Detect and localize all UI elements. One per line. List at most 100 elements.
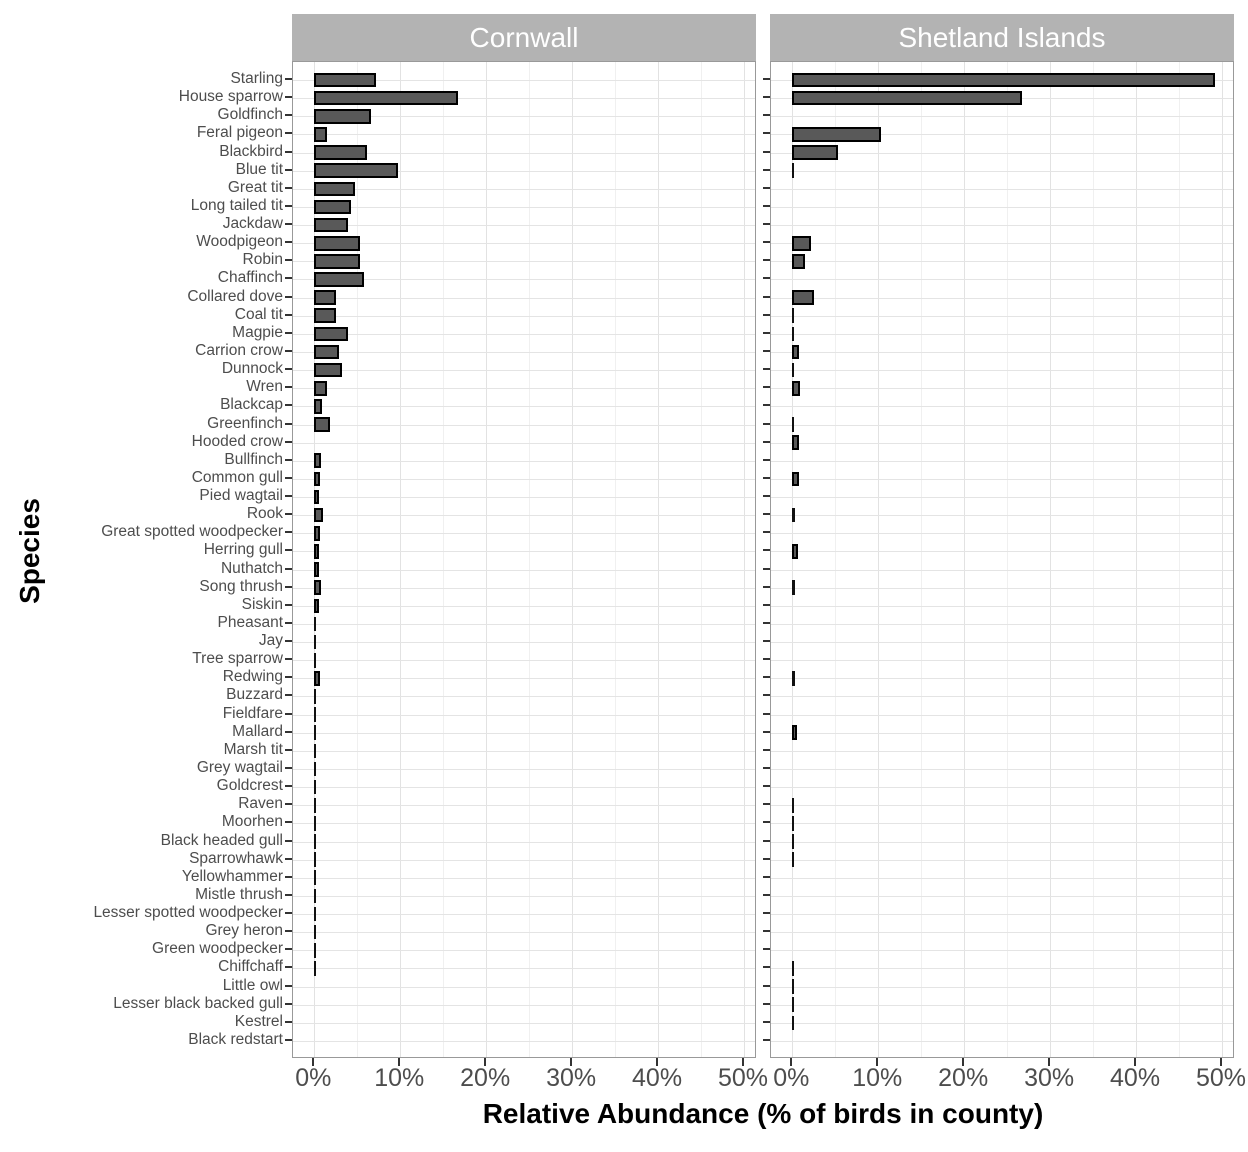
gridline-row (771, 170, 1233, 172)
bar-cornwall (314, 725, 317, 741)
bar-cornwall (314, 580, 322, 595)
gridline-row (771, 768, 1233, 770)
bar-shetland-islands (792, 816, 795, 831)
bar-cornwall (314, 254, 360, 269)
x-axis-tick (398, 1058, 401, 1066)
gridline-major (964, 62, 966, 1057)
gridline-row (771, 950, 1233, 952)
gridline-row (771, 206, 1233, 208)
y-axis-label: Blue tit (235, 160, 283, 178)
gridline-row (771, 877, 1233, 879)
bar-cornwall (314, 290, 337, 305)
gridline-major (314, 62, 316, 1057)
y-axis-tick (763, 295, 770, 298)
y-axis-tick (285, 893, 292, 896)
y-axis-tick (285, 712, 292, 715)
x-axis-tick (484, 1058, 487, 1066)
bar-cornwall (314, 689, 317, 704)
y-axis-label: Wren (246, 378, 283, 396)
gridline-row (293, 388, 755, 390)
gridline-row (293, 1022, 755, 1024)
y-axis-tick (763, 875, 770, 878)
y-axis-tick (763, 96, 770, 99)
facet-strip-shetland-islands: Shetland Islands (770, 14, 1234, 61)
bar-shetland-islands (792, 671, 795, 686)
gridline-row (771, 660, 1233, 662)
bar-shetland-islands (792, 90, 1022, 106)
bar-cornwall (314, 816, 317, 831)
gridline-major (400, 62, 402, 1057)
y-axis-tick (285, 368, 292, 371)
y-axis-label: Nuthatch (220, 559, 283, 577)
bar-shetland-islands (792, 308, 795, 324)
y-axis-tick (285, 495, 292, 498)
bar-cornwall (314, 924, 317, 940)
y-axis-tick (285, 513, 292, 516)
facet-strip-cornwall: Cornwall (292, 14, 756, 61)
y-axis-label: Marsh tit (223, 740, 283, 758)
bar-cornwall (314, 507, 323, 523)
gridline-row (771, 460, 1233, 462)
bar-shetland-islands (792, 417, 795, 432)
y-axis-tick (285, 803, 292, 806)
y-axis-tick (763, 440, 770, 443)
bar-cornwall (314, 906, 317, 922)
gridline-row (293, 968, 755, 970)
bar-cornwall (314, 562, 319, 577)
gridline-row (293, 152, 755, 154)
y-axis-tick (285, 114, 292, 117)
bar-cornwall (314, 942, 317, 958)
gridline-minor (921, 62, 923, 1057)
bar-shetland-islands (792, 544, 799, 559)
y-axis-tick (763, 350, 770, 352)
y-axis-tick (285, 422, 292, 425)
y-axis-tick (285, 386, 292, 389)
gridline-row (293, 406, 755, 408)
gridline-row (293, 497, 755, 499)
bar-shetland-islands (792, 127, 881, 142)
gridline-row (771, 932, 1233, 934)
gridline-row (293, 1004, 755, 1006)
y-axis-tick (763, 386, 770, 389)
x-axis-tick-label: 50% (717, 1064, 769, 1092)
gridline-row (293, 533, 755, 535)
gridline-row (771, 243, 1233, 245)
y-axis-tick (285, 132, 292, 135)
gridline-minor (357, 62, 359, 1057)
bar-cornwall (314, 544, 319, 559)
gridline-row (771, 732, 1233, 734)
y-axis-label: Raven (238, 795, 283, 813)
gridline-row (293, 678, 755, 680)
gridline-row (771, 587, 1233, 589)
gridline-row (293, 551, 755, 553)
gridline-row (293, 370, 755, 372)
gridline-row (293, 569, 755, 571)
y-axis-tick (285, 603, 292, 606)
gridline-row (771, 370, 1233, 372)
bar-shetland-islands (792, 471, 799, 487)
y-axis-tick (285, 694, 292, 697)
y-axis-tick (763, 204, 770, 207)
y-axis-tick (763, 839, 770, 842)
bar-cornwall (314, 272, 364, 287)
gridline-row (771, 134, 1233, 136)
y-axis-tick (285, 621, 292, 624)
bar-cornwall (314, 616, 317, 632)
y-axis-label: Jackdaw (222, 215, 283, 233)
y-axis-tick (763, 676, 770, 679)
bar-cornwall (314, 598, 320, 614)
y-axis-label: Kestrel (234, 1012, 283, 1030)
bar-cornwall (314, 707, 317, 722)
bar-cornwall (314, 145, 368, 160)
gridline-minor (1093, 62, 1095, 1057)
bar-shetland-islands (792, 997, 795, 1012)
bar-cornwall (314, 634, 317, 650)
gridline-row (293, 134, 755, 136)
gridline-row (771, 279, 1233, 281)
bar-cornwall (314, 362, 343, 378)
y-axis-tick (763, 313, 770, 316)
y-axis-tick (763, 531, 770, 534)
y-axis-label: Pied wagtail (199, 487, 283, 505)
y-axis-label: Siskin (241, 595, 283, 613)
y-axis-tick (763, 803, 770, 806)
